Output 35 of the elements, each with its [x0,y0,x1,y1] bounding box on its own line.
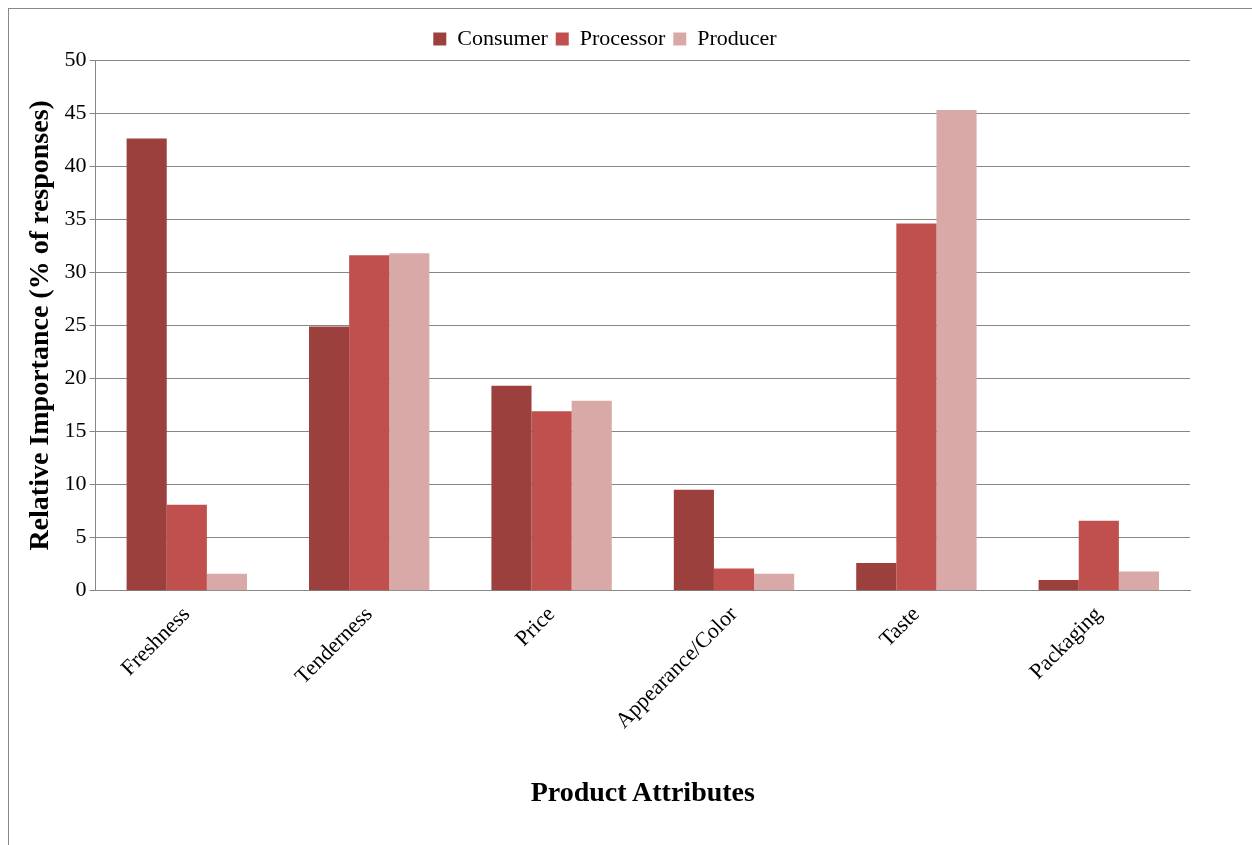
y-tick-label: 10 [64,470,87,496]
bar [571,400,612,591]
y-axis-title: Relative Importance (% of responses) [23,100,55,551]
y-tick-label: 45 [64,98,87,124]
y-tick-label: 35 [64,204,87,230]
bar [754,573,795,591]
bar [673,489,714,591]
y-tick-label: 50 [64,45,87,71]
y-tick-label: 40 [64,151,87,177]
bar [1038,580,1079,591]
y-tick-label: 0 [75,576,87,602]
x-axis-title: Product Attributes [530,776,756,808]
bar [491,385,532,591]
y-tick-label: 20 [64,364,87,390]
bar [936,109,977,591]
bar [166,504,207,591]
legend-label: Producer [697,24,778,50]
bar [896,223,937,591]
bar [126,138,167,591]
legend-label: Consumer [457,24,549,50]
bar [206,573,247,591]
legend-label: Processor [579,24,666,50]
y-tick-label: 15 [64,417,87,443]
bar [1078,520,1119,591]
bar [1118,571,1159,591]
bar [531,411,572,591]
bar [856,563,897,591]
bar [309,326,350,591]
bar [713,568,755,591]
y-tick-label: 30 [64,258,87,284]
x-tick-label: Taste [873,600,925,652]
y-tick-label: 25 [64,311,87,337]
y-tick-label: 5 [75,523,87,549]
bar [389,253,430,591]
bar [349,255,390,591]
